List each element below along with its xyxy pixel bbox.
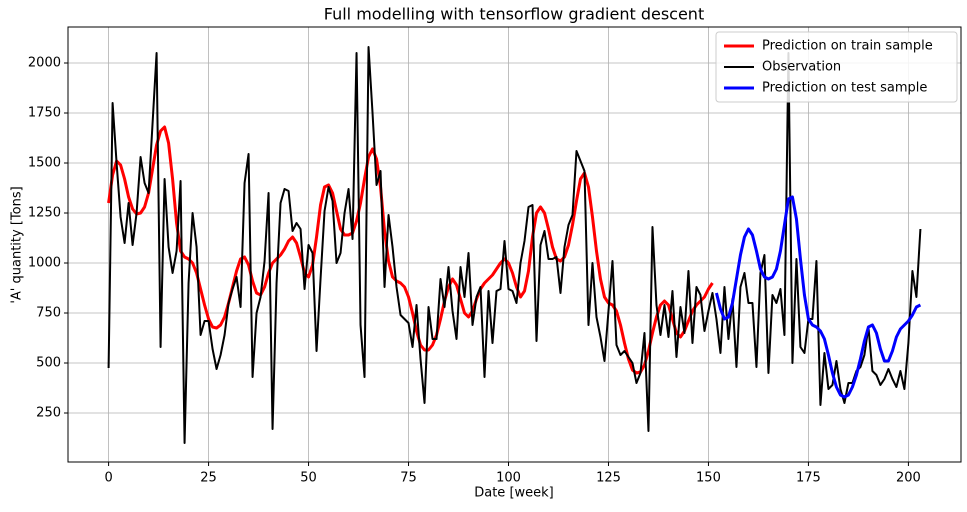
y-tick-label: 500 bbox=[36, 356, 61, 371]
x-tick-label: 0 bbox=[104, 471, 112, 486]
chart-title: Full modelling with tensorflow gradient … bbox=[324, 5, 704, 24]
x-tick-label: 75 bbox=[400, 471, 417, 486]
y-tick-label: 2000 bbox=[28, 56, 61, 71]
data-line bbox=[714, 195, 922, 399]
x-tick-label: 50 bbox=[300, 471, 317, 486]
x-axis-label: Date [week] bbox=[474, 486, 554, 501]
y-axis-label: 'A' quantity [Tons] bbox=[10, 186, 25, 303]
legend-box bbox=[715, 31, 958, 103]
legend-label: Observation bbox=[762, 60, 841, 75]
x-tick-label: 100 bbox=[496, 471, 521, 486]
y-tick-label: 1000 bbox=[28, 256, 61, 271]
x-tick-label: 25 bbox=[200, 471, 217, 486]
x-tick-label: 200 bbox=[896, 471, 921, 486]
plot-frame bbox=[67, 26, 962, 463]
y-tick-label: 1750 bbox=[28, 106, 61, 121]
y-tick-label: 750 bbox=[36, 306, 61, 321]
y-tick-label: 1250 bbox=[28, 206, 61, 221]
legend-label: Prediction on test sample bbox=[762, 81, 927, 96]
y-tick-label: 250 bbox=[36, 406, 61, 421]
x-tick-label: 125 bbox=[596, 471, 621, 486]
legend-label: Prediction on train sample bbox=[762, 39, 933, 54]
x-tick-label: 150 bbox=[696, 471, 721, 486]
y-tick-label: 1500 bbox=[28, 156, 61, 171]
x-tick-label: 175 bbox=[796, 471, 821, 486]
data-line bbox=[107, 46, 922, 444]
